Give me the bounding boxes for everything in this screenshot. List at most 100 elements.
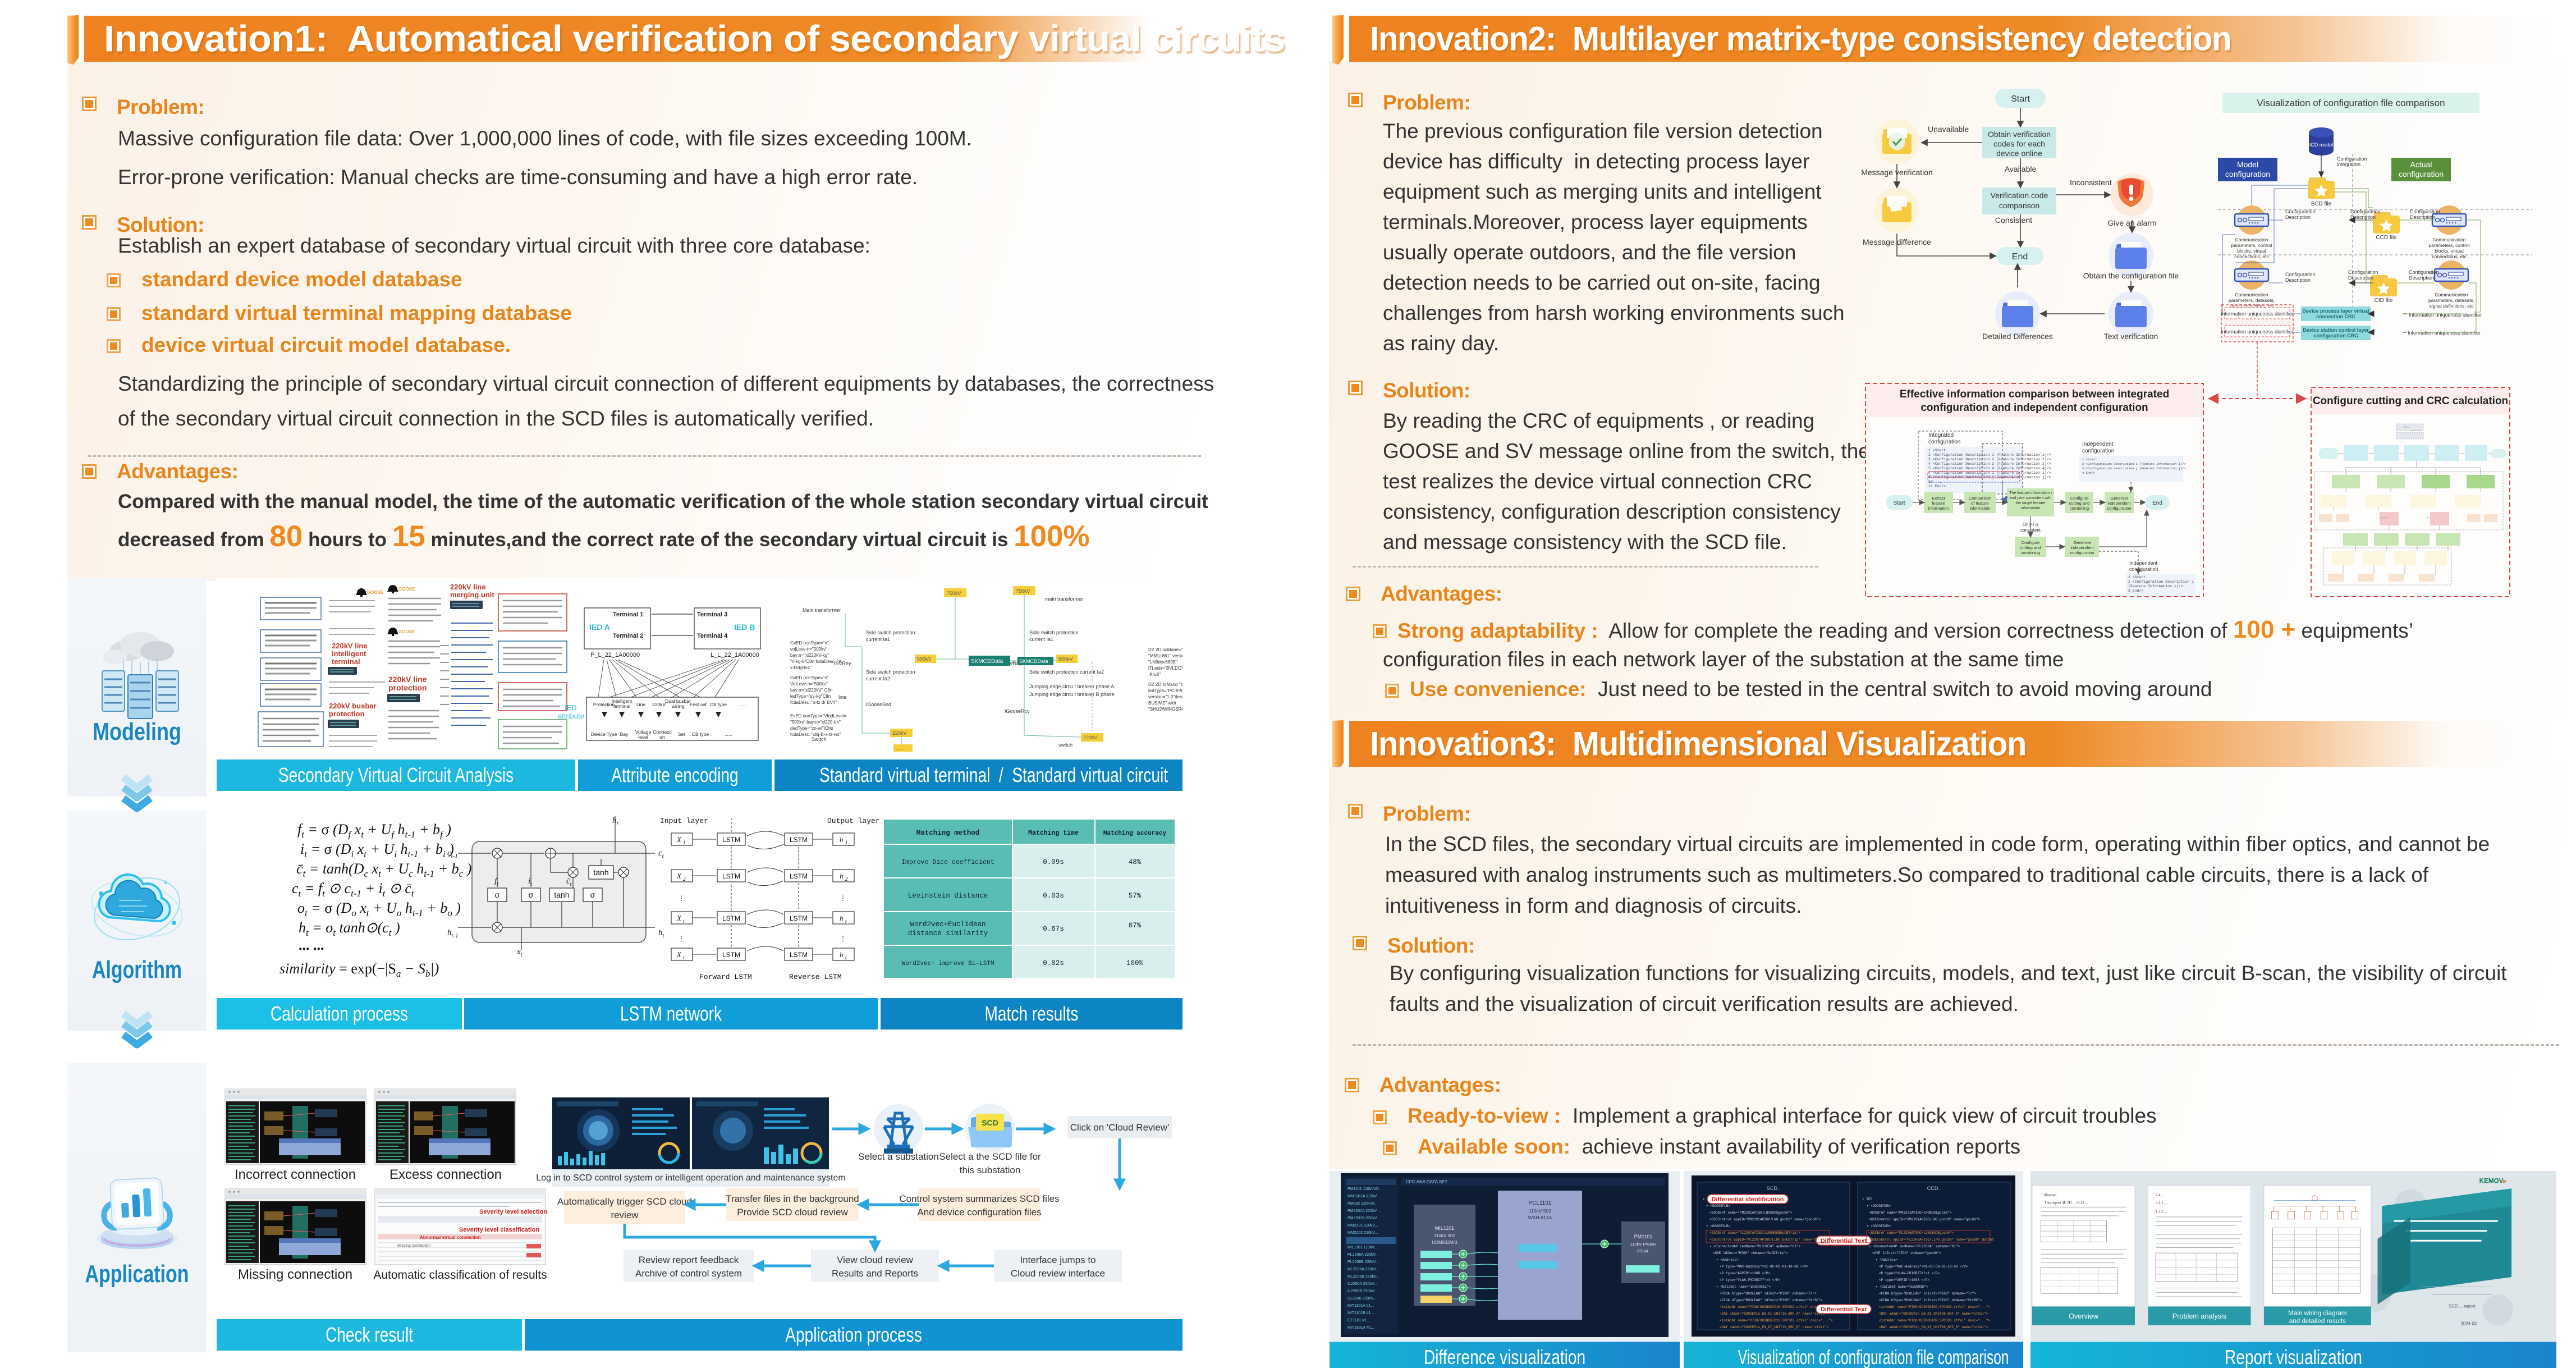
svg-text:▾ <GOOSEPUB>: ▾ <GOOSEPUB> (1867, 1204, 1891, 1208)
svg-text:ft: ft (494, 877, 499, 887)
svg-text:<P type="MAC-Address">01-0C-CD: <P type="MAC-Address">01-0C-CD-01-10-03 … (1879, 1265, 1968, 1269)
svg-text:LSTM: LSTM (722, 914, 740, 922)
svg-text:Independent: Independent (2129, 560, 2158, 566)
svg-text:ht: ht (658, 928, 665, 939)
svg-text:Differential Text: Differential Text (1821, 1306, 1867, 1313)
svg-text:PM1101: PM1101 (1634, 1234, 1653, 1239)
svg-text:Configuration: Configuration (2350, 209, 2381, 214)
svg-text:Input layer: Input layer (660, 817, 708, 825)
svg-text:Improve Dice coefficient: Improve Dice coefficient (901, 859, 994, 866)
svg-text:h: h (840, 872, 844, 880)
svg-text:IED: IED (565, 703, 577, 712)
svg-text:SCD ... report: SCD ... report (2449, 1304, 2476, 1309)
svg-text:110kV PWMH: 110kV PWMH (1630, 1242, 1657, 1247)
svg-text:Information uniqueness identif: Information uniqueness identifier (2221, 311, 2294, 317)
svg-text:Incorrect connection: Incorrect connection (235, 1167, 356, 1182)
svg-text:and j are consistent with: and j are consistent with (2009, 496, 2051, 500)
svg-text:Start: Start (2011, 94, 2030, 104)
svg-text:ht: ht (612, 816, 619, 827)
svg-text:xt: xt (516, 948, 523, 958)
svg-text:h: h (840, 914, 844, 922)
svg-text:Configure: Configure (2070, 496, 2089, 501)
svg-text:h: h (840, 835, 844, 844)
svg-text:Side switch protection current: Side switch protection current Ia2 (1029, 669, 1104, 675)
svg-text:attribute: attribute (558, 712, 584, 720)
svg-text:it = σ (Di xt + Ui ht-1 + bi ): it = σ (Di xt + Ui ht-1 + bi ) (300, 841, 454, 859)
svg-text:MIT1601A #1...: MIT1601A #1... (1347, 1326, 1374, 1330)
svg-text:configuration: configuration (1928, 439, 1960, 445)
svg-text:Differential Text: Differential Text (1821, 1238, 1867, 1245)
svg-text:Click on 'Cloud Review': Click on 'Cloud Review' (1070, 1122, 1170, 1133)
svg-text:Extract: Extract (1932, 496, 1945, 501)
svg-text:<P type="VLAN-PRIORITY">4 </P>: <P type="VLAN-PRIORITY">4 </P> (1720, 1278, 1780, 1282)
svg-text:MIT1101A #1...: MIT1101A #1... (1347, 1304, 1374, 1308)
svg-text:LSTM: LSTM (722, 836, 740, 844)
svg-text:<P type="VLAN-PRIORITY">1 </P>: <P type="VLAN-PRIORITY">1 </P> (1879, 1271, 1940, 1275)
svg-text:2: 2 (683, 876, 686, 882)
svg-text:......: ...... (740, 702, 748, 707)
svg-text:<GSE ldInst="PIGO" cbName="goc: <GSE ldInst="PIGO" cbName="gocb0"> (1872, 1251, 1941, 1255)
svg-text:48%: 48% (1129, 858, 1142, 866)
svg-text:x-tzdyBv4": x-tzdyBv4" (790, 665, 812, 670)
svg-text:configuration and independent: configuration and independent configurat… (1920, 402, 2148, 414)
svg-text:Log in to SCD control system o: Log in to SCD control system or intellig… (536, 1173, 845, 1183)
svg-text:configuration CRC: configuration CRC (2313, 333, 2358, 338)
svg-text:500kV: 500kV (917, 656, 932, 662)
svg-text:3 End/>: 3 End/> (2128, 589, 2143, 593)
svg-text:IL2206B 220kV...: IL2206B 220kV... (1347, 1289, 1377, 1293)
svg-text:c̄t = tanh(Dc xt + Uc ht-1 + b: c̄t = tanh(Dc xt + Uc ht-1 + bc ) (296, 861, 471, 879)
svg-text:220kV: 220kV (1083, 735, 1098, 740)
svg-text:line: line (838, 694, 846, 700)
svg-text:CL2206 220kV...: CL2206 220kV... (1347, 1297, 1377, 1301)
svg-text:Word2vec+ improve Bi-LSTM: Word2vec+ improve Bi-LSTM (901, 960, 994, 967)
svg-text:protection: protection (388, 683, 427, 692)
svg-text:Missing connection: Missing connection (238, 1267, 352, 1282)
svg-text:"n-kg-b"C8n fcdaDesc="A: "n-kg-b"C8n fcdaDesc="A (790, 659, 842, 664)
svg-text:▾ IED: ▾ IED (1862, 1197, 1872, 1201)
svg-text:independent: independent (2107, 501, 2131, 506)
svg-text:Main wiring diagram: Main wiring diagram (2288, 1310, 2346, 1317)
svg-text:X: X (676, 950, 682, 959)
svg-text:Description: Description (2410, 214, 2435, 220)
svg-text:GvED ocnType="n": GvED ocnType="n" (790, 640, 829, 646)
svg-text:L_L_22_1A00000: L_L_22_1A00000 (711, 652, 759, 658)
svg-text:connections, etc: connections, etc (2432, 254, 2467, 259)
svg-text:Application: Application (85, 1260, 189, 1288)
svg-text:"MMU-861" version="1.0desc: "MMU-861" version="1.0desc (1148, 653, 1182, 658)
svg-text:Consistent: Consistent (1995, 216, 2032, 225)
svg-text:configuration: configuration (2129, 566, 2158, 572)
svg-text:Transfer files in the backgrou: Transfer files in the background (726, 1193, 859, 1204)
svg-text:<DAI sAddr="GOOSEPin_EN_KI_UNI: <DAI sAddr="GOOSEPin_EN_KI_UNIT09_BRF_A"… (1879, 1312, 1988, 1316)
svg-text:<DAI sAddr="GOOSEPin_EN_KI_UNI: <DAI sAddr="GOOSEPin_EN_KI_UNIT16_BRF_B"… (1720, 1325, 1829, 1329)
svg-text:1: 1 (683, 840, 686, 845)
svg-text:blocks, virtual: blocks, virtual (2237, 248, 2266, 254)
svg-text:220kV: 220kV (652, 702, 666, 707)
svg-text:Levinstein distance: Levinstein distance (908, 892, 988, 900)
svg-text:▾ <ConnectedAP iedName="PL2207: ▾ <ConnectedAP iedName="PL2207A" apName=… (1709, 1245, 1800, 1248)
svg-text:configuration: configuration (2082, 448, 2114, 454)
svg-text:Results and Reports: Results and Reports (832, 1268, 918, 1279)
svg-text:Configuration: Configuration (2285, 272, 2316, 277)
svg-text:the target feature: the target feature (2015, 501, 2045, 505)
svg-text:PM2201B 220kV...: PM2201B 220kV... (1347, 1216, 1380, 1220)
svg-text:Matching time: Matching time (1028, 830, 1079, 837)
svg-text:<intAddr name="PIGO/GOINGGIO16: <intAddr name="PIGO/GOINGGIO16.SPCSO3.st… (1720, 1319, 1833, 1323)
svg-text:1 <Start: 1 <Start (2128, 575, 2146, 579)
svg-text:version="1.0"desc="220kV-bhu": version="1.0"desc="220kV-bhu" (1148, 694, 1182, 699)
svg-text:Missing connection: Missing connection (397, 1244, 431, 1248)
svg-text:▾ <GOOSEPUB>: ▾ <GOOSEPUB> (1706, 1204, 1731, 1208)
svg-text:500kV: 500kV (1058, 656, 1073, 662)
svg-text:Archive of control system: Archive of control system (635, 1268, 742, 1279)
svg-text:DZ ZD toMand "MRE": DZ ZD toMand "MRE" (1148, 682, 1182, 687)
svg-text:LSTM: LSTM (790, 836, 808, 844)
svg-text:<GOCBref name="PM2201APIGO/LN0: <GOCBref name="PM2201APIGO/LN0$GO$gocb0"… (1709, 1211, 1793, 1215)
svg-text:(Feature Information i)/>: (Feature Information i)/> (2128, 584, 2183, 588)
svg-text:parameters, control: parameters, control (2428, 243, 2469, 248)
svg-text:Output layer: Output layer (827, 817, 880, 825)
svg-text:main transformer: main transformer (1045, 596, 1083, 602)
svg-text:⋮: ⋮ (678, 894, 685, 902)
svg-text:......: ...... (896, 746, 903, 751)
svg-text:110kV 502: 110kV 502 (1529, 1208, 1551, 1214)
svg-text:LSTM: LSTM (722, 872, 740, 880)
svg-text:WXH-813A: WXH-813A (1528, 1215, 1552, 1220)
